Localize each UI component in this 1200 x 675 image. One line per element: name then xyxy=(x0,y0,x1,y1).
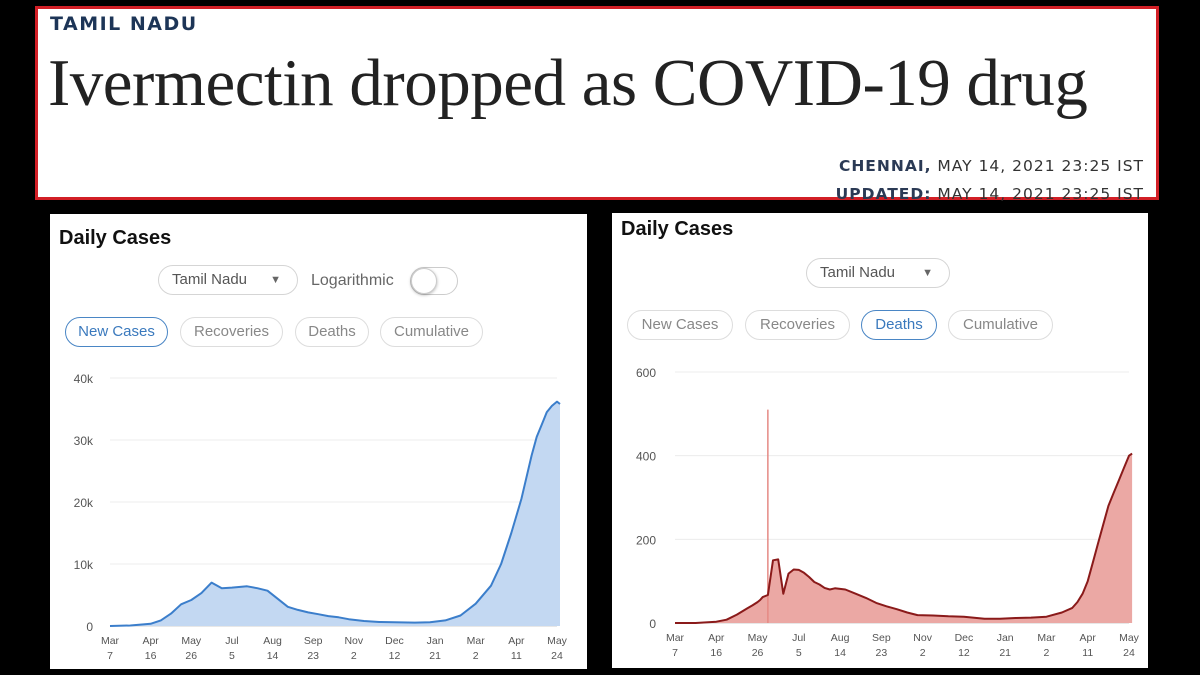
tab-new-cases[interactable]: New Cases xyxy=(627,310,733,340)
tab-cumulative[interactable]: Cumulative xyxy=(948,310,1053,340)
x-tick-label-day: 7 xyxy=(107,650,113,662)
dateline-place: CHENNAI, xyxy=(838,157,932,175)
dropdown-arrow-icon: ▼ xyxy=(270,274,281,286)
x-tick-label-day: 26 xyxy=(752,647,764,659)
x-tick-label-month: Apr xyxy=(508,635,525,647)
new-cases-chart: 0 10k 20k 30k 40k Mar 7 Apr 16 May 26 Jul 5 Aug 14 Sep 2… xyxy=(74,372,568,662)
section-label[interactable]: TAMIL NADU xyxy=(50,13,198,35)
x-tick-label-day: 21 xyxy=(999,647,1011,659)
x-tick-label-month: Mar xyxy=(666,632,685,644)
y-tick-label: 400 xyxy=(636,450,656,464)
x-tick-label-month: Aug xyxy=(831,632,850,644)
series-line xyxy=(675,452,1133,624)
region-select[interactable]: Tamil Nadu ▼ xyxy=(806,258,950,288)
chart-panel-deaths: Daily Cases Tamil Nadu ▼ New Cases Recov… xyxy=(612,213,1148,668)
x-tick-label-day: 5 xyxy=(796,647,802,659)
updated-label: UPDATED: xyxy=(835,185,932,203)
x-tick-label-month: Nov xyxy=(344,635,363,647)
x-tick-label-day: 12 xyxy=(389,650,401,662)
logarithmic-toggle[interactable] xyxy=(410,267,458,295)
x-tick-label-month: May xyxy=(748,632,769,644)
dropdown-arrow-icon: ▼ xyxy=(922,267,933,279)
toggle-knob xyxy=(411,268,437,294)
x-tick-label-month: Aug xyxy=(263,635,282,647)
x-tick-label-day: 24 xyxy=(551,650,563,662)
article-header: TAMIL NADU Ivermectin dropped as COVID-1… xyxy=(35,6,1159,203)
panel-title: Daily Cases xyxy=(59,227,172,249)
series-line xyxy=(109,400,561,627)
dateline-date: MAY 14, 2021 23:25 IST xyxy=(937,157,1144,175)
tab-recoveries[interactable]: Recoveries xyxy=(745,310,850,340)
x-tick-label-month: Sep xyxy=(304,635,323,647)
y-tick-label: 0 xyxy=(86,620,93,634)
x-tick-label-day: 24 xyxy=(1123,647,1135,659)
x-tick-label-month: Mar xyxy=(101,635,120,647)
x-tick-label-month: Dec xyxy=(385,635,404,647)
x-tick-label-month: Jan xyxy=(997,632,1014,644)
logarithmic-label: Logarithmic xyxy=(311,272,394,289)
x-tick-label-day: 12 xyxy=(958,647,970,659)
x-tick-label-day: 14 xyxy=(267,650,279,662)
x-tick-label-day: 23 xyxy=(876,647,888,659)
x-tick-label-day: 2 xyxy=(351,650,357,662)
x-tick-label-day: 16 xyxy=(710,647,722,659)
x-tick-label-month: Mar xyxy=(467,635,486,647)
x-tick-label-month: Jul xyxy=(792,632,805,644)
x-tick-label-month: May xyxy=(547,635,568,647)
region-select-value: Tamil Nadu xyxy=(172,271,248,288)
tab-new-cases[interactable]: New Cases xyxy=(65,317,168,347)
tab-deaths[interactable]: Deaths xyxy=(295,317,369,347)
updated-date: MAY 14, 2021 23:25 IST xyxy=(937,185,1144,203)
y-tick-label: 600 xyxy=(636,366,656,380)
y-tick-label: 30k xyxy=(74,434,94,448)
x-tick-label-month: Dec xyxy=(955,632,974,644)
series-area xyxy=(110,401,560,626)
x-tick-label-month: May xyxy=(1119,632,1140,644)
region-select[interactable]: Tamil Nadu ▼ xyxy=(158,265,298,295)
x-tick-label-month: Apr xyxy=(708,632,725,644)
x-tick-label-day: 14 xyxy=(834,647,846,659)
dateline: CHENNAI, MAY 14, 2021 23:25 IST xyxy=(839,157,1144,175)
x-tick-label-day: 11 xyxy=(1082,647,1093,659)
chart-panel-new-cases: Daily Cases Tamil Nadu ▼ Logarithmic New… xyxy=(50,214,587,669)
updated-line: UPDATED: MAY 14, 2021 23:25 IST xyxy=(836,185,1144,203)
x-tick-label-month: Sep xyxy=(872,632,891,644)
deaths-chart: 0 200 400 600 Mar 7 Apr 16 May 26 Jul 5 Aug 14 Sep 23 No… xyxy=(636,366,1140,659)
x-tick-label-month: Jul xyxy=(225,635,238,647)
x-tick-label-day: 23 xyxy=(307,650,319,662)
tab-recoveries[interactable]: Recoveries xyxy=(180,317,283,347)
series-area xyxy=(675,453,1133,623)
x-tick-label-month: Nov xyxy=(913,632,932,644)
y-tick-label: 40k xyxy=(74,372,94,386)
region-select-value: Tamil Nadu xyxy=(820,264,896,281)
x-tick-label-day: 2 xyxy=(473,650,479,662)
tab-deaths[interactable]: Deaths xyxy=(861,310,937,340)
x-tick-label-day: 5 xyxy=(229,650,235,662)
tab-cumulative[interactable]: Cumulative xyxy=(380,317,483,347)
headline[interactable]: Ivermectin dropped as COVID-19 drug xyxy=(48,46,1088,120)
x-tick-label-day: 26 xyxy=(185,650,197,662)
x-tick-label-month: Apr xyxy=(1080,632,1097,644)
x-tick-label-day: 2 xyxy=(1044,647,1050,659)
x-tick-label-month: Jan xyxy=(427,635,444,647)
y-tick-label: 200 xyxy=(636,533,656,547)
y-tick-label: 20k xyxy=(74,496,94,510)
x-tick-label-day: 21 xyxy=(429,650,441,662)
x-tick-label-month: Apr xyxy=(142,635,159,647)
x-tick-label-day: 2 xyxy=(920,647,926,659)
x-tick-label-month: May xyxy=(181,635,202,647)
panel-title: Daily Cases xyxy=(621,218,734,240)
x-tick-label-day: 11 xyxy=(511,650,522,662)
y-tick-label: 10k xyxy=(74,558,94,572)
y-tick-label: 0 xyxy=(649,617,656,631)
x-tick-label-month: Mar xyxy=(1037,632,1056,644)
x-tick-label-day: 7 xyxy=(672,647,678,659)
x-tick-label-day: 16 xyxy=(145,650,157,662)
